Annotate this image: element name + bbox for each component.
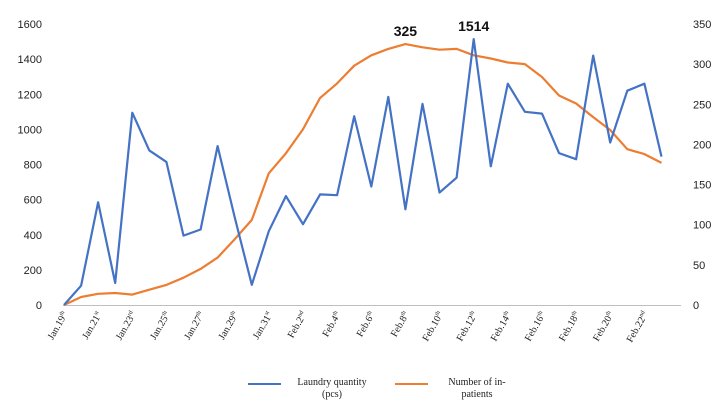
data-label-annotation: 1514 xyxy=(458,18,489,34)
left-tick-label: 0 xyxy=(36,300,42,312)
x-tick-label: Jan.27th xyxy=(182,310,207,342)
left-tick-label: 1400 xyxy=(18,54,42,66)
x-tick-label: Feb.10th xyxy=(421,310,447,343)
left-tick-label: 1600 xyxy=(18,19,42,31)
x-tick-label: Feb.20th xyxy=(591,310,617,343)
legend-label-laundry-line-2: (pcs) xyxy=(322,389,342,400)
left-tick-label: 1200 xyxy=(18,89,42,101)
right-tick-label: 300 xyxy=(693,59,711,71)
left-tick-label: 800 xyxy=(24,160,42,172)
x-tick-label: Jan.19th xyxy=(46,310,71,342)
x-tick-label: Jan.23rd xyxy=(114,310,139,342)
x-tick-label: Feb.6th xyxy=(355,310,378,339)
right-tick-label: 250 xyxy=(693,99,711,111)
x-tick-label: Feb.2nd xyxy=(286,310,310,340)
data-annotations: 325 1514 xyxy=(394,18,490,39)
legend-label-patients-line-2: patients xyxy=(461,389,493,400)
right-y-axis: 0 50 100 150 200 250 300 350 xyxy=(693,19,711,312)
series-line-in-patients xyxy=(63,43,663,306)
x-tick-label: Jan.31st xyxy=(251,310,276,342)
left-y-axis: 0 200 400 600 800 1000 1200 1400 1600 xyxy=(18,19,42,312)
left-tick-label: 200 xyxy=(24,265,42,277)
legend-swatch-laundry xyxy=(248,383,281,385)
right-tick-label: 150 xyxy=(693,180,711,192)
legend-label-laundry-line-1: Laundry quantity xyxy=(297,377,367,388)
right-tick-label: 350 xyxy=(693,19,711,31)
left-tick-label: 600 xyxy=(24,195,42,207)
data-label-annotation: 325 xyxy=(394,23,418,39)
right-tick-label: 0 xyxy=(693,300,699,312)
x-tick-label: Feb.14th xyxy=(489,310,515,343)
right-tick-label: 200 xyxy=(693,139,711,151)
x-tick-label: Jan.25th xyxy=(148,310,173,342)
left-tick-label: 1000 xyxy=(18,124,42,136)
x-tick-label: Feb.4th xyxy=(321,310,344,339)
x-tick-label: Feb.18th xyxy=(557,310,583,343)
x-axis: Jan.19th Jan.21st Jan.23rd Jan.25th Jan.27th… xyxy=(46,310,651,345)
x-tick-label: Feb.8th xyxy=(389,310,412,339)
right-tick-label: 100 xyxy=(693,220,711,232)
x-tick-label: Feb.22nd xyxy=(625,310,651,345)
x-tick-label: Jan.29th xyxy=(217,310,242,342)
left-tick-label: 400 xyxy=(24,230,42,242)
x-tick-label: Feb.16th xyxy=(523,310,549,343)
legend-label-patients-line-1: Number of in- xyxy=(448,377,506,388)
right-tick-label: 50 xyxy=(693,260,705,272)
x-tick-label: Feb.12th xyxy=(455,310,481,343)
x-tick-label: Jan.21st xyxy=(80,310,105,342)
series-line-laundry-quantity xyxy=(63,38,663,306)
legend-swatch-patients xyxy=(395,383,428,385)
